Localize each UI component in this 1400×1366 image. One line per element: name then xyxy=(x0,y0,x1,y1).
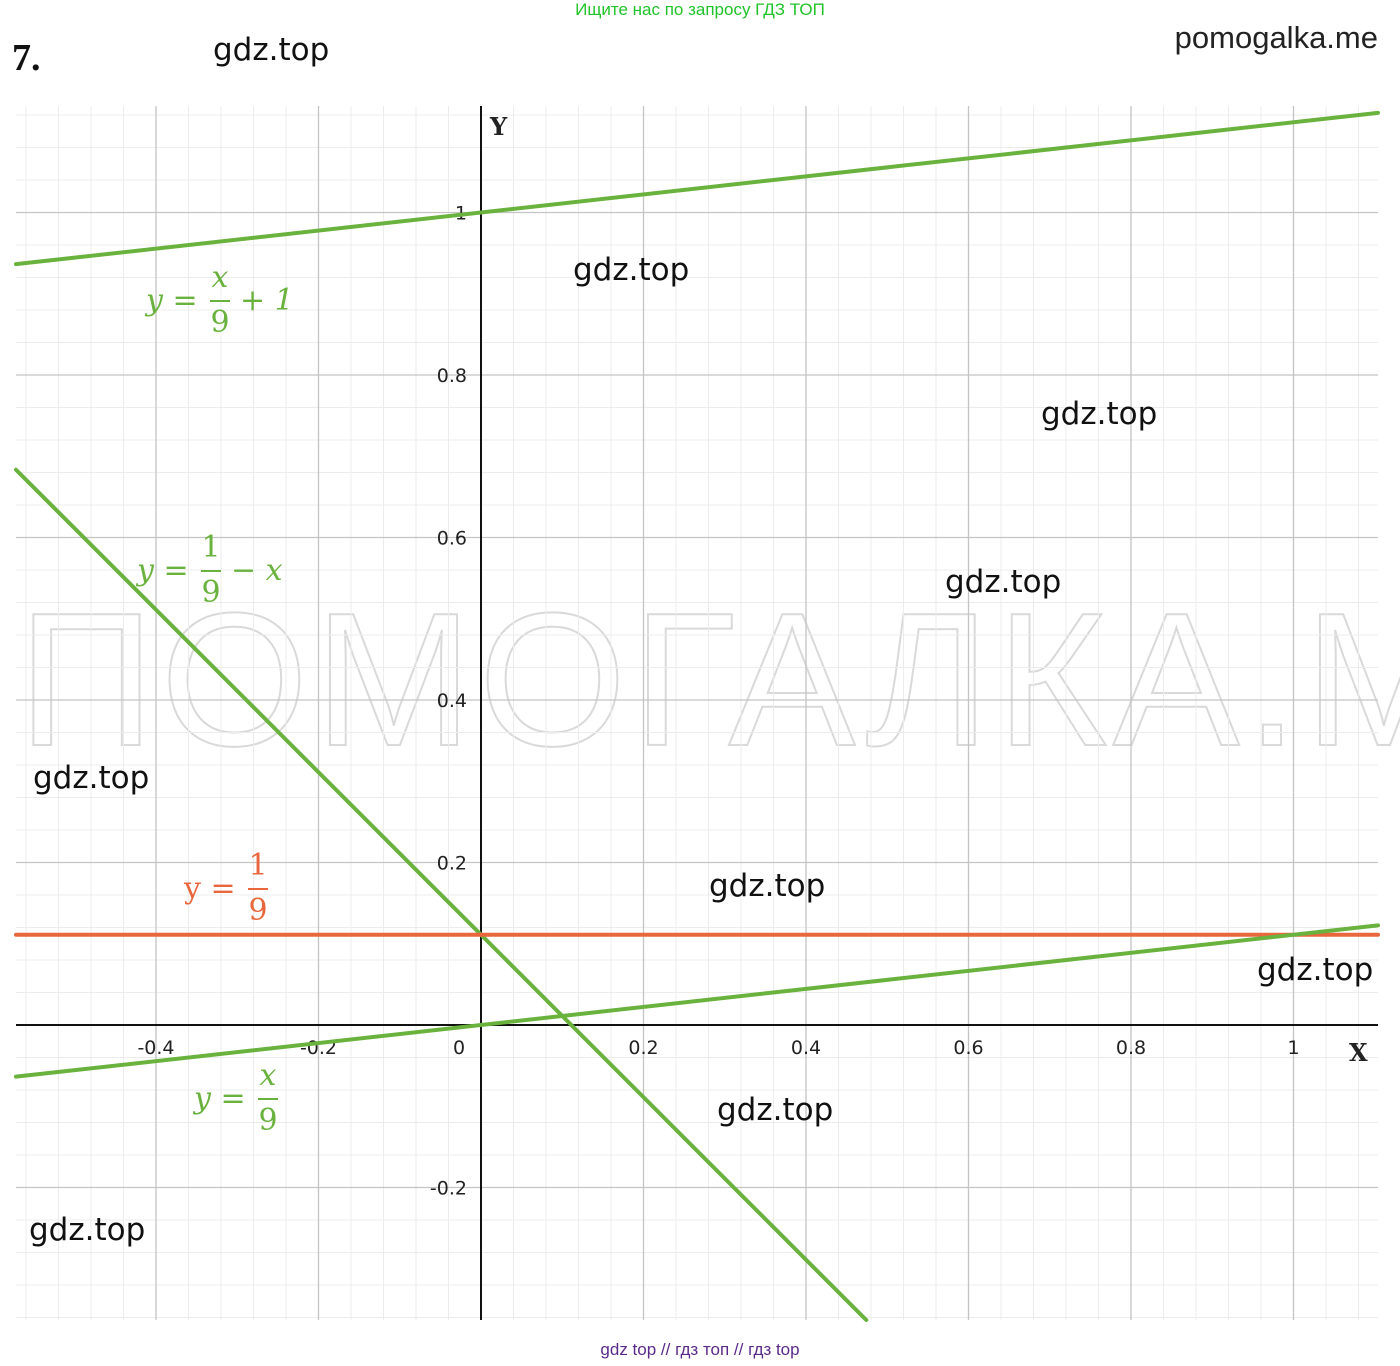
label-lhs: y = xyxy=(192,1081,246,1116)
label-lhs: y = xyxy=(135,553,189,588)
x-tick-label: 0.4 xyxy=(791,1037,821,1059)
y-tick-label: -0.2 xyxy=(430,1178,467,1200)
watermark-label: gdz.top xyxy=(213,32,330,68)
series-line xyxy=(14,923,1380,1079)
watermark-label: gdz.top xyxy=(1257,952,1374,988)
series-line xyxy=(14,110,1380,267)
watermark-label: gdz.top xyxy=(709,868,826,904)
watermark-label: gdz.top xyxy=(1041,396,1158,432)
grid-minor xyxy=(16,106,1378,1320)
label-denominator: 9 xyxy=(201,575,220,610)
y-tick-label: 0.8 xyxy=(437,365,467,387)
footer-banner: gdz top // гдз топ // гдз top xyxy=(600,1340,800,1359)
watermark-label: gdz.top xyxy=(29,1212,146,1248)
problem-number: 7. xyxy=(12,37,41,79)
x-tick-label: -0.4 xyxy=(137,1037,174,1059)
grid-major xyxy=(16,106,1378,1320)
series-label: y = 1 9 − x xyxy=(135,530,283,610)
label-rhs: − x xyxy=(231,553,283,588)
series-lines xyxy=(14,110,1380,1322)
y-axis-label: Y xyxy=(489,112,508,141)
y-tick-label: 0.2 xyxy=(437,853,467,875)
site-name: pomogalka.me xyxy=(1174,20,1378,55)
series-label: y = x 9 + 1 xyxy=(144,260,294,340)
label-numerator: x xyxy=(260,1058,277,1093)
x-tick-label: 1 xyxy=(1287,1037,1299,1059)
search-banner: Ищите нас по запросу ГДЗ ТОП xyxy=(575,0,825,19)
label-numerator: x xyxy=(212,260,229,295)
x-tick-label: 0.8 xyxy=(1116,1037,1146,1059)
label-lhs: y = xyxy=(144,283,198,318)
axes xyxy=(16,106,1378,1320)
series-line xyxy=(14,467,869,1322)
label-numerator: 1 xyxy=(201,530,220,565)
y-tick-label: 0.4 xyxy=(437,690,467,712)
label-rhs: + 1 xyxy=(240,283,294,318)
label-lhs: y = xyxy=(183,871,236,906)
label-denominator: 9 xyxy=(248,893,267,928)
watermark-label: gdz.top xyxy=(945,564,1062,600)
watermark-label: gdz.top xyxy=(573,252,690,288)
x-axis-label: X xyxy=(1349,1038,1368,1067)
watermark-label: gdz.top xyxy=(33,760,150,796)
y-tick-label: 0.6 xyxy=(437,528,467,550)
series-labels: y = x 9 + 1 y = 1 9 − x y = 1 9 y = x 9 xyxy=(135,260,294,1138)
label-numerator: 1 xyxy=(248,848,267,883)
x-tick-label: 0 xyxy=(453,1037,465,1059)
label-denominator: 9 xyxy=(258,1103,277,1138)
series-label: y = x 9 xyxy=(192,1058,278,1138)
x-tick-label: 0.2 xyxy=(628,1037,658,1059)
watermark-label: gdz.top xyxy=(717,1092,834,1128)
series-label: y = 1 9 xyxy=(183,848,268,928)
x-tick-label: 0.6 xyxy=(953,1037,983,1059)
label-denominator: 9 xyxy=(210,305,229,340)
